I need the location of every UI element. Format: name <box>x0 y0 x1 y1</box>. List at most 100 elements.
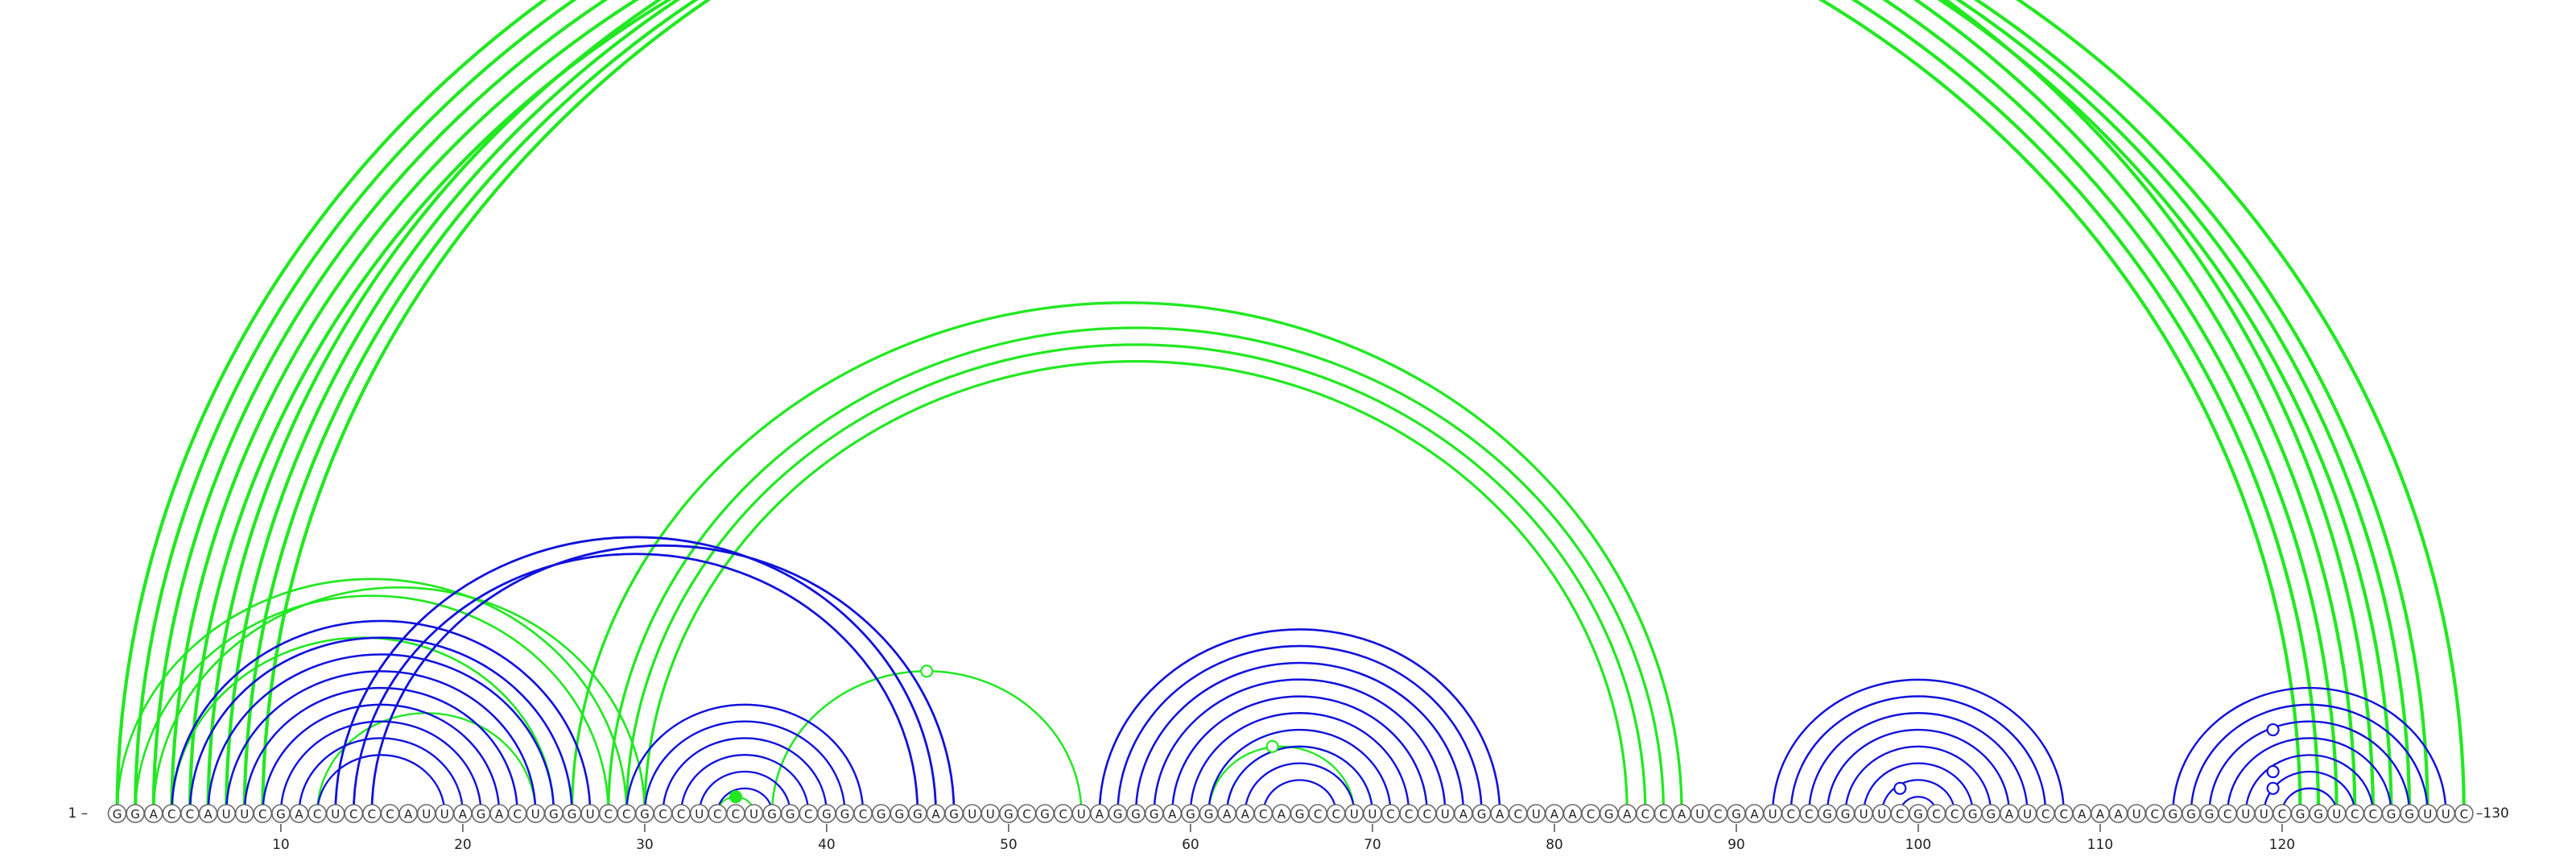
nucleotide-letter: A <box>2096 807 2105 822</box>
nucleotide: A <box>1090 804 1109 823</box>
blue-pair-arc <box>1880 779 1956 814</box>
end-label: –130 <box>2476 805 2509 822</box>
nucleotide: C <box>799 804 819 823</box>
nucleotide: C <box>1381 804 1401 823</box>
nucleotide-letter: G <box>477 807 486 822</box>
nucleotide-letter: U <box>2241 807 2250 822</box>
nucleotide-letter: U <box>586 807 595 822</box>
nucleotide: G <box>2309 804 2328 823</box>
nucleotide-letter: C <box>1405 807 1413 822</box>
nucleotide: G <box>1290 804 1310 823</box>
nucleotide: G <box>2381 804 2401 823</box>
nucleotide: G <box>2163 804 2183 823</box>
nucleotide-letter: C <box>1951 807 1959 822</box>
nucleotide: G <box>562 804 582 823</box>
green-pair-arc <box>570 301 1683 814</box>
nucleotide-letter: U <box>695 807 704 822</box>
nucleotide: U <box>1854 804 1873 823</box>
nucleotide-letter: U <box>1695 807 1704 822</box>
nucleotide: C <box>2145 804 2165 823</box>
nucleotide-letter: A <box>1550 807 1559 822</box>
nucleotide-letter: A <box>295 807 303 822</box>
nucleotide: A <box>1217 804 1236 823</box>
nucleotide: U <box>2127 804 2146 823</box>
tick-label: 100 <box>1905 837 1931 853</box>
nucleotide: A <box>198 804 218 823</box>
nucleotide: U <box>962 804 982 823</box>
nucleotide-letter: A <box>459 807 468 822</box>
nucleotide-letter: U <box>222 807 231 822</box>
nucleotide-letter: G <box>840 807 850 822</box>
nucleotide: G <box>762 804 782 823</box>
nucleotide: C <box>1017 804 1037 823</box>
nucleotide-letter: G <box>1040 807 1050 822</box>
green-pair-arc <box>206 0 2393 814</box>
nucleotide: C <box>853 804 873 823</box>
nucleotide-letter: C <box>368 807 376 822</box>
nucleotide-letter: U <box>968 807 976 822</box>
nucleotide-letter: U <box>1350 807 1359 822</box>
green-pair-arc <box>152 586 646 814</box>
nucleotide: C <box>708 804 728 823</box>
nucleotide: G <box>1035 804 1055 823</box>
blue-pair-arc <box>1189 712 1410 814</box>
tick-label: 110 <box>2087 837 2113 853</box>
blue-pair-arc <box>1117 644 1483 814</box>
tick-label: 30 <box>636 837 654 853</box>
nucleotide: U <box>1872 804 1892 823</box>
nucleotide-letter: G <box>2186 807 2196 822</box>
nucleotide-letter: G <box>2405 807 2414 822</box>
nucleotide: U <box>526 804 546 823</box>
blue-pair-arc <box>1171 695 1428 814</box>
nucleotide-letter: G <box>2314 807 2323 822</box>
nucleotide-letter: A <box>1168 807 1177 822</box>
nucleotide: A <box>1545 804 1564 823</box>
nucleotide-letter: C <box>2460 807 2468 822</box>
nucleotide: G <box>2182 804 2201 823</box>
nucleotide-letter: G <box>130 807 140 822</box>
nucleotide: G <box>1963 804 1983 823</box>
nucleotide-letter: G <box>1841 807 1851 822</box>
nucleotide-letter: C <box>604 807 612 822</box>
nucleotide-letter: C <box>859 807 867 822</box>
blue-pair-arc <box>1098 627 1501 814</box>
nucleotide: U <box>2017 804 2037 823</box>
blue-pair-arc <box>643 720 846 814</box>
nucleotide-letter: G <box>1477 807 1487 822</box>
nucleotide: C <box>1945 804 1964 823</box>
nucleotide-letter: G <box>640 807 650 822</box>
green-pair-arc <box>116 578 628 814</box>
nucleotide: C <box>1253 804 1274 823</box>
nucleotide: A <box>143 804 163 823</box>
nucleotide-letter: U <box>440 807 449 822</box>
nucleotide-letter: C <box>1513 807 1521 822</box>
nucleotide: A <box>1490 804 1509 823</box>
nucleotide-letter: G <box>822 807 832 822</box>
arc-marker-dot <box>2266 781 2280 795</box>
nucleotide-letter: U <box>1368 807 1377 822</box>
nucleotide: G <box>1835 804 1856 823</box>
nucleotide-letter: A <box>931 807 940 822</box>
nucleotide-letter: G <box>1295 807 1305 822</box>
blue-pair-arc <box>225 670 537 814</box>
tick-label: 70 <box>1364 837 1381 853</box>
nucleotide-letter: G <box>113 807 122 822</box>
blue-pair-arc <box>1771 678 2065 814</box>
nucleotide-letter: G <box>1113 807 1123 822</box>
green-pair-arc <box>151 0 2339 814</box>
nucleotide-letter: C <box>1314 807 1322 822</box>
nucleotide-letter: G <box>894 807 904 822</box>
nucleotide: U <box>234 804 254 823</box>
nucleotide: A <box>453 804 473 823</box>
nucleotide: U <box>1526 804 1546 823</box>
nucleotide: G <box>780 804 800 823</box>
blue-pair-arc <box>188 636 573 814</box>
nucleotide: G <box>1108 804 1128 823</box>
nucleotide: U <box>1344 804 1364 823</box>
nucleotide-circle <box>2454 804 2474 823</box>
green-pair-arc <box>115 0 2375 814</box>
nucleotide: A <box>2091 804 2110 823</box>
blue-pair-arc <box>1808 712 2029 814</box>
tick-label: 20 <box>454 837 472 853</box>
nucleotide-letter: C <box>2278 807 2286 822</box>
